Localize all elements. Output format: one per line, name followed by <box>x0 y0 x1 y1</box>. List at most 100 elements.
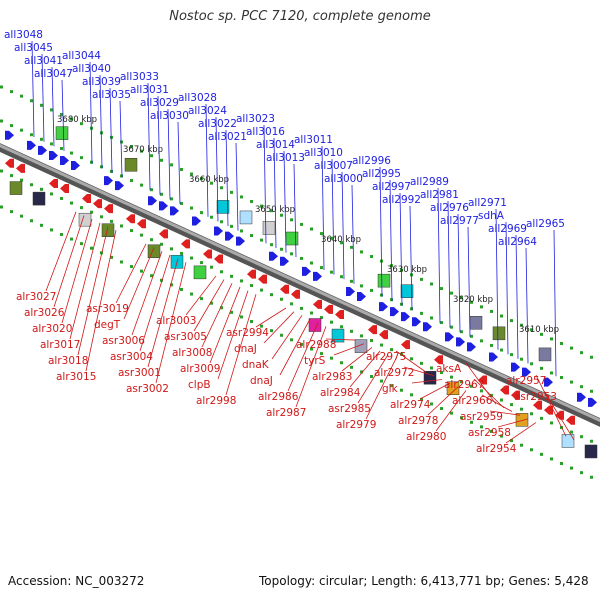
reverse-gene <box>401 340 410 350</box>
tick-mark <box>310 261 313 265</box>
leader-line <box>235 142 239 231</box>
leader-line <box>51 66 55 147</box>
top-gene-label: all2981 <box>420 189 459 201</box>
tick-mark <box>40 187 43 191</box>
tick-mark <box>230 274 233 278</box>
tick-mark <box>0 205 3 209</box>
leader-line <box>403 366 435 377</box>
tick-mark <box>260 238 263 242</box>
reverse-gene <box>478 375 487 385</box>
tick-mark <box>170 247 173 251</box>
tick-mark <box>530 448 533 452</box>
tick-mark <box>380 379 383 383</box>
leader-line <box>201 283 233 348</box>
tick-mark <box>280 247 283 251</box>
tick-mark <box>10 90 13 94</box>
leader-line <box>495 208 499 350</box>
gene-box <box>262 221 276 235</box>
bottom-gene-label: clpB <box>188 379 211 391</box>
gene-box <box>216 200 230 214</box>
tick-mark <box>530 412 533 416</box>
bottom-gene-label: asr2959 <box>460 411 503 423</box>
tick-mark <box>370 374 373 378</box>
tick-mark <box>160 192 163 196</box>
gene-box <box>32 191 46 206</box>
tick-mark <box>560 342 563 346</box>
tick-mark <box>590 389 593 393</box>
tick-mark <box>170 197 173 201</box>
tick-mark <box>320 352 323 356</box>
tick-mark <box>30 99 33 103</box>
forward-gene <box>60 155 69 165</box>
reverse-gene <box>104 204 113 214</box>
tick-mark <box>130 179 133 183</box>
tick-mark <box>470 384 473 388</box>
reverse-gene <box>368 325 377 335</box>
tick-mark <box>400 302 403 306</box>
tick-mark <box>440 321 443 325</box>
tick-mark <box>480 339 483 343</box>
genome-backbone <box>0 143 600 427</box>
tick-mark <box>270 293 273 297</box>
tick-mark <box>100 165 103 169</box>
tick-mark <box>10 210 13 214</box>
top-gene-label: all2995 <box>362 168 401 180</box>
tick-mark <box>220 220 223 224</box>
reverse-gene <box>159 229 168 239</box>
tick-mark <box>250 200 253 204</box>
tick-mark <box>520 357 523 361</box>
reverse-gene <box>280 284 289 294</box>
leader-line <box>109 87 113 173</box>
tick-mark <box>360 334 363 338</box>
forward-gene <box>159 201 168 211</box>
tick-mark <box>80 242 83 246</box>
leader-line <box>263 124 267 244</box>
bottom-gene-label: alr2987 <box>266 407 306 419</box>
leader-line <box>77 226 109 356</box>
tick-mark <box>200 261 203 265</box>
reverse-gene <box>137 219 146 229</box>
tick-mark <box>550 371 553 375</box>
tick-mark <box>140 269 143 273</box>
tick-mark <box>290 338 293 342</box>
top-gene-label: all2964 <box>498 236 537 248</box>
tick-mark <box>510 439 513 443</box>
forward-gene <box>445 332 454 342</box>
leader-line <box>515 234 519 359</box>
forward-gene <box>511 362 520 372</box>
top-gene-label: all3035 <box>92 89 131 101</box>
reverse-gene <box>544 405 553 415</box>
tick-mark <box>580 471 583 475</box>
leader-line <box>45 211 77 292</box>
tick-mark <box>190 256 193 260</box>
tick-mark <box>370 288 373 292</box>
tick-mark <box>400 352 403 356</box>
gene-box <box>285 231 299 246</box>
tick-mark <box>520 443 523 447</box>
top-gene-label: all2969 <box>488 223 527 235</box>
tick-mark <box>390 298 393 302</box>
top-gene-label: all3030 <box>150 110 189 122</box>
leader-line <box>205 103 209 217</box>
top-gene-label: all3040 <box>72 63 111 75</box>
tick-mark <box>500 398 503 402</box>
tick-mark <box>40 137 43 141</box>
tick-mark <box>290 302 293 306</box>
leader-line <box>465 362 497 405</box>
bottom-gene-label: alr3003 <box>156 315 196 327</box>
gene-features <box>5 126 598 459</box>
tick-mark <box>300 256 303 260</box>
forward-gene <box>423 322 432 332</box>
tick-mark <box>520 407 523 411</box>
tick-mark <box>310 227 313 231</box>
forward-gene <box>5 130 14 140</box>
tick-mark <box>550 457 553 461</box>
top-gene-label: all2977 <box>440 215 479 227</box>
bottom-gene-label: alr3008 <box>172 347 212 359</box>
bottom-gene-label: alr2974 <box>390 399 431 411</box>
gene-box <box>308 318 322 332</box>
leader-line <box>225 294 257 396</box>
leader-line <box>287 322 319 392</box>
gene-box <box>101 223 115 237</box>
tick-mark <box>250 284 253 288</box>
